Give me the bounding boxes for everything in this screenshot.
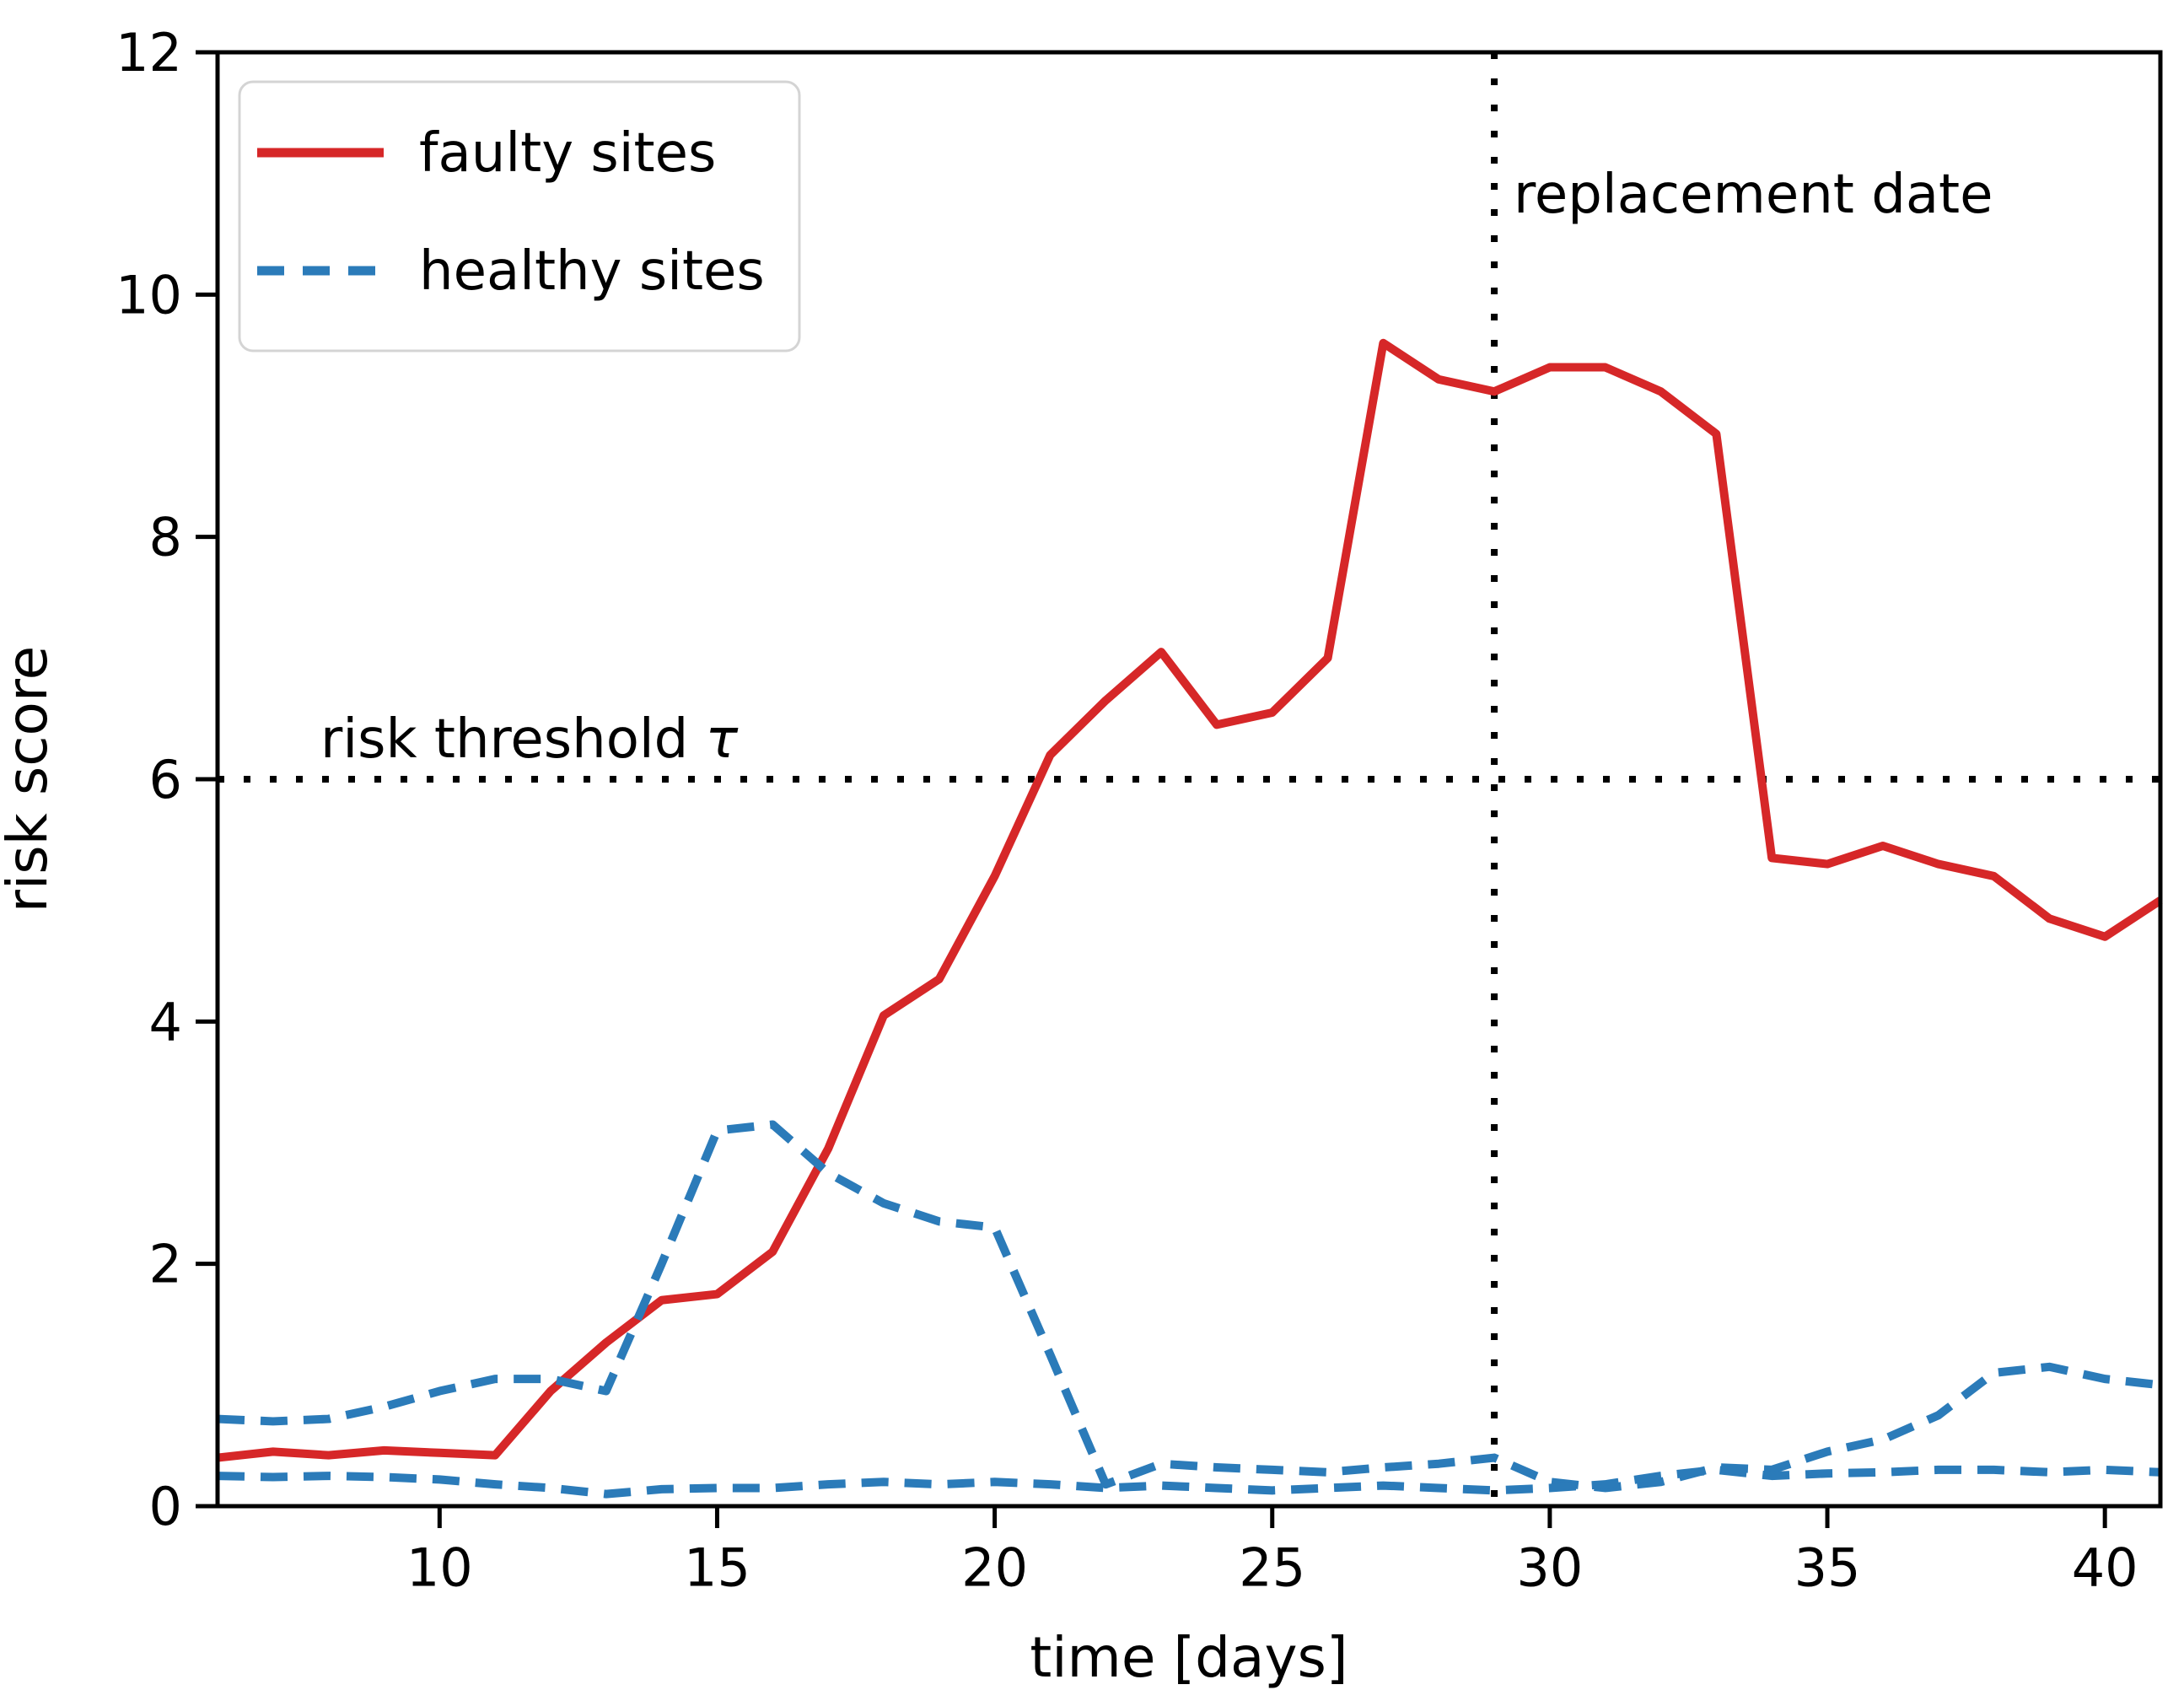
x-tick-label: 10 (406, 1537, 473, 1598)
chart-series-layer (217, 52, 2163, 1506)
legend: faulty sites healthy sites (238, 80, 801, 353)
x-tick-label: 35 (1794, 1537, 1861, 1598)
x-tick-label: 20 (961, 1537, 1028, 1598)
y-tick-label: 4 (149, 991, 182, 1052)
legend-label-faulty: faulty sites (419, 122, 716, 185)
y-tick-label: 2 (149, 1234, 182, 1295)
x-tick-label: 25 (1239, 1537, 1305, 1598)
series-line-healthy-2 (217, 1465, 2161, 1499)
y-axis-label: risk score (0, 646, 60, 912)
x-tick-label: 30 (1516, 1537, 1583, 1598)
legend-label-healthy: healthy sites (419, 240, 765, 303)
risk-threshold-annotation: risk threshold τ (320, 708, 739, 771)
series-line-healthy-1 (217, 1120, 2161, 1493)
x-tick-label: 15 (684, 1537, 750, 1598)
y-tick-label: 10 (116, 264, 182, 326)
risk-threshold-annotation-text: risk threshold (320, 708, 706, 771)
x-tick-label: 40 (2072, 1537, 2138, 1598)
x-axis-label: time [days] (1030, 1625, 1348, 1690)
y-tick-label: 8 (149, 507, 182, 568)
chart-axes-layer: 10 15 20 25 30 35 40 0 2 4 6 8 10 12 (116, 22, 2163, 1598)
y-tick-label: 6 (149, 749, 182, 810)
replacement-date-annotation: replacement date (1514, 164, 1993, 226)
tau-symbol: τ (706, 708, 739, 771)
series-line-faulty (217, 338, 2163, 1462)
y-tick-label: 12 (116, 22, 182, 83)
y-tick-label: 0 (149, 1476, 182, 1537)
